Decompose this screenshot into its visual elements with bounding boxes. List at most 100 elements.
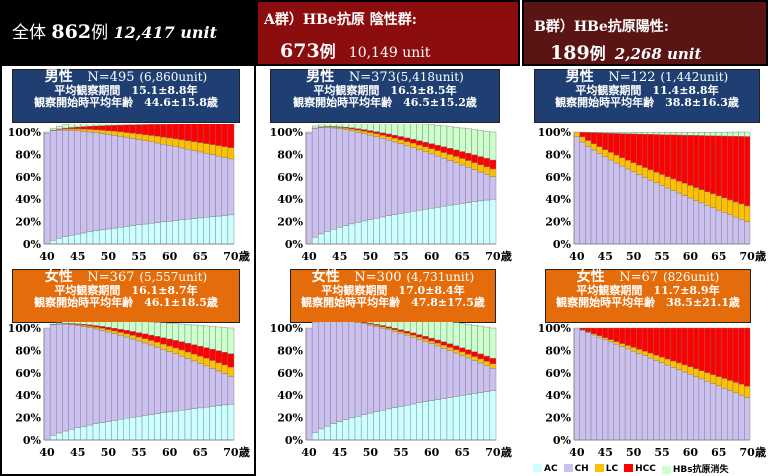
x-tick-label: 45: [70, 250, 85, 263]
bar-segment-HBs抗原消失: [80, 322, 88, 325]
bar-segment-CH: [585, 332, 592, 441]
legend-label: LC: [605, 463, 619, 474]
bar-segment-CH: [585, 146, 592, 245]
bar-segment-CH: [86, 327, 94, 426]
bar-segment-CH: [452, 162, 460, 205]
bar-segment-LC: [624, 345, 631, 350]
bar-segment-HCC: [416, 334, 423, 338]
bar-segment-CH: [483, 365, 491, 392]
bar-segment-LC: [459, 158, 466, 166]
bar-segment-AC: [184, 409, 192, 441]
bar-segment-HBs抗原消失: [658, 132, 666, 135]
bar-segment-HCC: [74, 126, 81, 130]
bar-segment-AC: [129, 225, 137, 245]
legend-swatch: [594, 464, 604, 472]
bar-segment-HCC: [715, 327, 722, 377]
bar-segment-LC: [738, 384, 745, 396]
bar-segment-CH: [471, 360, 478, 394]
bar-segment-HCC: [647, 327, 654, 354]
bar-segment-LC: [573, 131, 580, 137]
bar-segment-LC: [147, 340, 155, 346]
bar-segment-CH: [160, 143, 167, 223]
bar-segment-CH: [670, 367, 677, 441]
bar-segment-HCC: [117, 124, 124, 133]
bar-segment-LC: [687, 366, 694, 375]
bar-segment-HCC: [624, 327, 631, 346]
bar-segment-LC: [190, 353, 198, 362]
bar-segment-HCC: [428, 143, 435, 149]
bar-segment-LC: [105, 130, 112, 135]
bar-segment-HBs抗原消失: [92, 322, 100, 326]
bar-segment-CH: [613, 344, 620, 441]
y-tick-label: 40%: [545, 389, 571, 402]
bar-segment-HBs抗原消失: [80, 124, 88, 127]
bar-segment-HBs抗原消失: [129, 322, 137, 332]
bar-segment-HBs抗原消失: [416, 124, 423, 141]
bar-segment-CH: [428, 153, 435, 209]
bar-segment-CH: [641, 177, 649, 245]
x-tick-label: 60: [162, 446, 178, 459]
bar-segment-HBs抗原消失: [379, 124, 386, 133]
bar-segment-LC: [141, 134, 149, 141]
bar-segment-HBs抗原消失: [123, 124, 131, 126]
y-tick-label: 20%: [545, 412, 571, 425]
bar-segment-CH: [477, 171, 484, 202]
bar-segment-LC: [434, 150, 442, 157]
n-label: N=495: [87, 70, 135, 85]
bar-segment-AC: [147, 414, 155, 441]
bar-segment-CH: [311, 128, 319, 238]
sex-label: 女性: [311, 269, 340, 285]
n-label: N=373: [348, 70, 396, 85]
bar-segment-CH: [166, 351, 173, 413]
bar-segment-HBs抗原消失: [98, 322, 106, 327]
bar-segment-CH: [452, 352, 460, 397]
bar-segment-HBs抗原消失: [409, 322, 417, 334]
bar-segment-HBs抗原消失: [74, 124, 81, 128]
bar-segment-CH: [215, 155, 222, 217]
bar-segment-HBs抗原消失: [489, 327, 497, 359]
bar-segment-CH: [647, 357, 654, 441]
bar-segment-CH: [658, 362, 666, 441]
bar-segment-LC: [348, 128, 356, 132]
bar-segment-HCC: [80, 126, 88, 130]
bar-segment-HCC: [675, 327, 683, 364]
bar-segment-LC: [624, 160, 631, 170]
bar-segment-LC: [135, 133, 143, 140]
bar-segment-HBs抗原消失: [141, 322, 149, 334]
bar-segment-HCC: [215, 124, 222, 146]
bar-segment-LC: [675, 362, 683, 370]
bar-segment-CH: [590, 149, 597, 245]
bar-segment-CH: [62, 129, 69, 237]
bar-segment-AC: [141, 415, 149, 441]
bar-segment-LC: [354, 322, 362, 323]
bar-segment-LC: [434, 342, 442, 347]
bar-segment-HCC: [221, 124, 229, 147]
bar-segment-HCC: [483, 355, 491, 362]
bar-segment-AC: [111, 420, 118, 441]
bar-segment-CH: [111, 135, 118, 229]
x-tick-label: 60: [683, 250, 699, 263]
x-unit-label: 歳: [501, 249, 512, 263]
bar-segment-AC: [459, 395, 466, 441]
bar-segment-LC: [184, 351, 192, 359]
bar-segment-LC: [129, 132, 137, 139]
bar-segment-HBs抗原消失: [373, 322, 380, 325]
bar-segment-AC: [348, 417, 356, 441]
bar-segment-CH: [704, 205, 711, 245]
bar-segment-HCC: [403, 331, 411, 334]
bar-segment-LC: [440, 152, 448, 159]
bar-segment-CH: [190, 360, 198, 409]
bar-segment-HBs抗原消失: [715, 131, 722, 137]
bar-segment-HBs抗原消失: [630, 132, 637, 135]
bar-segment-HCC: [446, 343, 454, 348]
bar-segment-HCC: [190, 344, 198, 355]
bar-segment-CH: [379, 327, 386, 411]
bar-segment-LC: [221, 146, 229, 158]
x-tick-label: 50: [363, 446, 379, 459]
bar-segment-LC: [86, 129, 94, 133]
y-tick-label: 100%: [8, 126, 42, 139]
bar-segment-CH: [704, 381, 711, 441]
bar-segment-HCC: [178, 341, 186, 351]
bar-segment-AC: [452, 396, 460, 441]
bar-segment-CH: [360, 323, 368, 415]
